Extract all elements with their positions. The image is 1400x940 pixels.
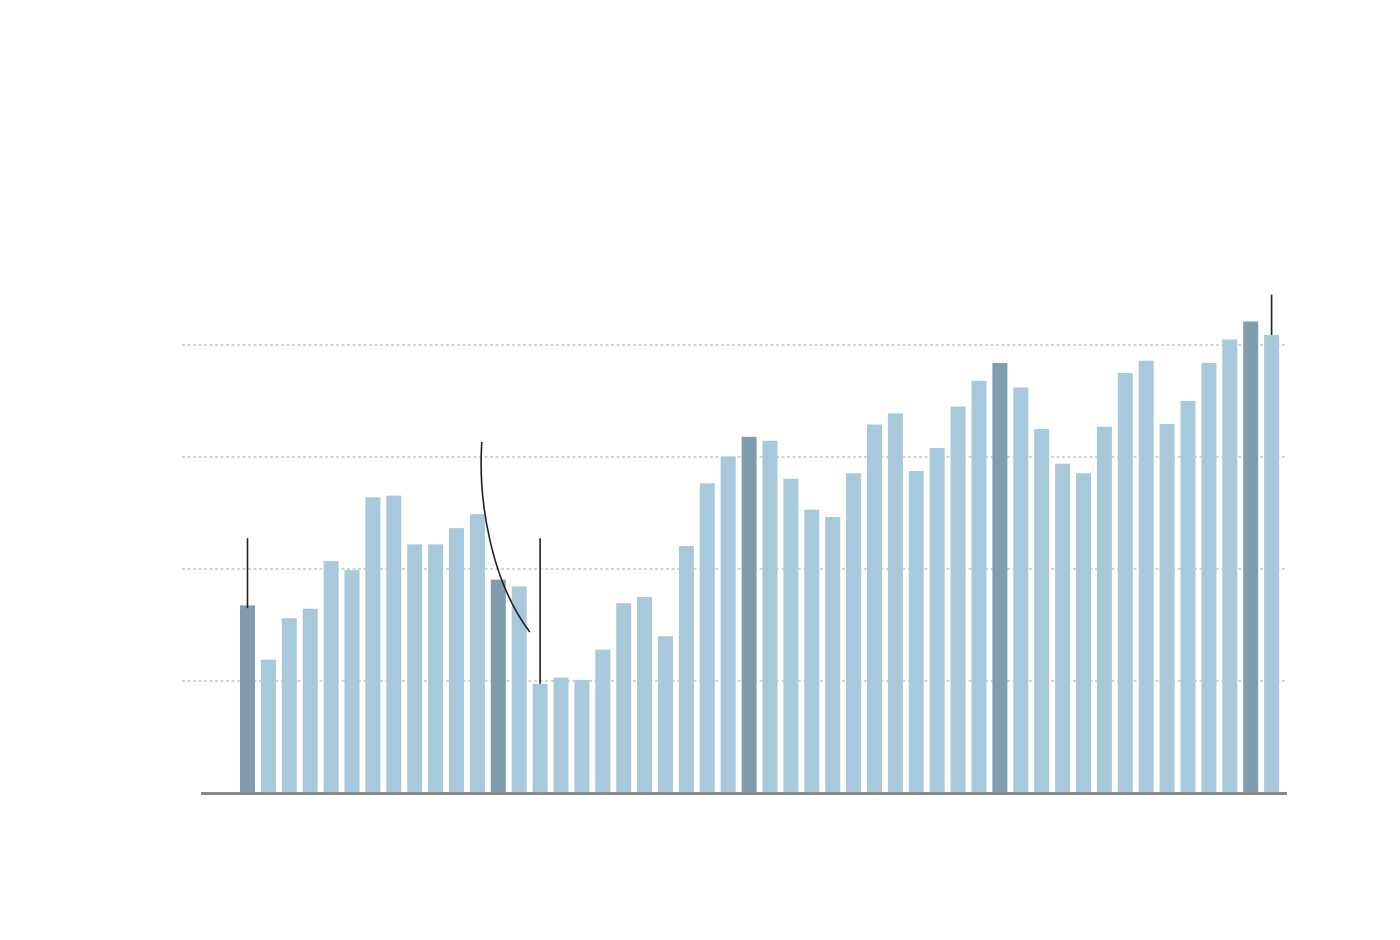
bar-21: [678, 546, 694, 793]
bar-34: [950, 406, 966, 793]
bar-28: [825, 516, 841, 793]
bar-26: [783, 478, 799, 793]
bar-11: [469, 514, 485, 793]
bar-32: [908, 471, 924, 793]
bar-9: [428, 544, 444, 793]
bar-41: [1096, 426, 1112, 793]
bar-18: [616, 603, 632, 793]
bar-40: [1076, 473, 1091, 793]
bar-highlighted-36: [992, 362, 1008, 793]
bar-22: [699, 483, 715, 793]
annotations: [246, 294, 1273, 684]
bar-31: [887, 413, 903, 793]
bar-38: [1034, 429, 1050, 793]
bar-19: [637, 597, 653, 793]
bar-13: [511, 586, 527, 793]
bar-highlighted-48: [1243, 321, 1259, 793]
bar-7: [386, 495, 402, 793]
bar-27: [804, 509, 820, 793]
bar-6: [365, 497, 381, 793]
bar-1: [260, 659, 276, 793]
bar-37: [1013, 387, 1029, 793]
bar-29: [846, 473, 862, 793]
bar-highlighted-0: [240, 605, 255, 793]
bar-45: [1180, 401, 1196, 793]
bar-44: [1159, 423, 1175, 793]
annotation-curve-line: [480, 441, 531, 633]
bar-23: [720, 456, 736, 793]
bar-15: [553, 677, 569, 793]
bar-49: [1264, 334, 1280, 793]
bar-25: [762, 440, 778, 793]
bar-14: [532, 683, 548, 793]
bar-5: [344, 570, 360, 793]
bars: [240, 321, 1280, 793]
bar-17: [595, 649, 611, 793]
bar-46: [1201, 362, 1217, 793]
bar-16: [574, 679, 590, 793]
bar-35: [971, 380, 987, 793]
bar-3: [302, 608, 318, 793]
bar-20: [658, 636, 673, 793]
bar-highlighted-12: [490, 579, 506, 793]
bar-10: [449, 528, 464, 793]
bar-42: [1117, 373, 1133, 793]
bar-4: [323, 561, 339, 793]
bar-highlighted-24: [741, 436, 757, 793]
bar-8: [407, 544, 423, 793]
bar-47: [1222, 339, 1238, 793]
bar-33: [929, 448, 945, 793]
bar-39: [1055, 463, 1071, 793]
bar-30: [867, 424, 882, 793]
bar-2: [281, 618, 297, 793]
bar-43: [1138, 360, 1154, 793]
